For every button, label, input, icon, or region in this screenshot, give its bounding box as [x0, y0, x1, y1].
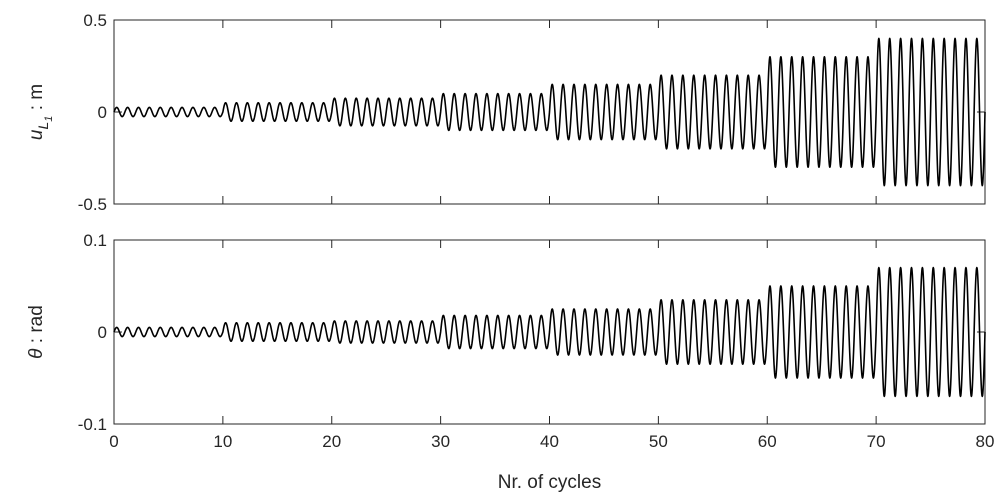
x-tick-label-2: 20 — [322, 432, 341, 451]
top-y-ticks — [114, 19, 985, 205]
bottom-y-tick-label-1: 0 — [98, 323, 107, 342]
x-tick-label-3: 30 — [431, 432, 450, 451]
top-y-tick-labels: -0.5 0 0.5 — [78, 11, 107, 214]
x-axis-title: Nr. of cycles — [498, 472, 601, 493]
top-ylabel-base: u — [26, 129, 47, 140]
x-tick-label-8: 80 — [976, 432, 995, 451]
x-tick-label-0: 0 — [109, 432, 118, 451]
x-tick-label-6: 60 — [758, 432, 777, 451]
bottom-panel: -0.100.1 0 10 20 30 40 50 60 70 80 θ : rad Nr. o… — [26, 231, 994, 493]
x-tick-label-4: 40 — [540, 432, 559, 451]
top-ylabel-sub2: 1 — [43, 116, 55, 122]
bottom-ylabel-base: θ — [26, 348, 47, 359]
bottom-x-ticks — [113, 240, 986, 424]
top-y-tick-label-1: 0 — [98, 103, 107, 122]
bottom-y-tick-labels: -0.1 0 0.1 — [78, 231, 107, 434]
bottom-x-tick-labels: 0 10 20 30 40 50 60 70 80 — [109, 432, 994, 451]
top-y-axis-label: uL1 : m — [26, 84, 55, 140]
x-tick-label-1: 10 — [213, 432, 232, 451]
top-panel: -0.5 0 0.5 uL1 : m — [26, 11, 986, 214]
top-ylabel-sub1: L — [35, 122, 51, 130]
bottom-y-ticks — [114, 239, 985, 425]
x-tick-label-7: 70 — [867, 432, 886, 451]
top-y-tick-label-2: 0.5 — [83, 11, 107, 30]
top-x-ticks — [113, 20, 986, 204]
bottom-series-line — [113, 266, 986, 398]
bottom-ylabel-unit: : rad — [26, 305, 47, 348]
bottom-y-tick-label-0: -0.1 — [78, 415, 107, 434]
top-y-tick-label-0: -0.5 — [78, 195, 107, 214]
top-series-line — [113, 37, 986, 187]
bottom-y-tick-label-2: 0.1 — [83, 231, 107, 250]
bottom-y-axis-label: θ : rad — [26, 305, 47, 359]
top-ylabel-unit: : m — [26, 84, 47, 116]
x-tick-label-5: 50 — [649, 432, 668, 451]
